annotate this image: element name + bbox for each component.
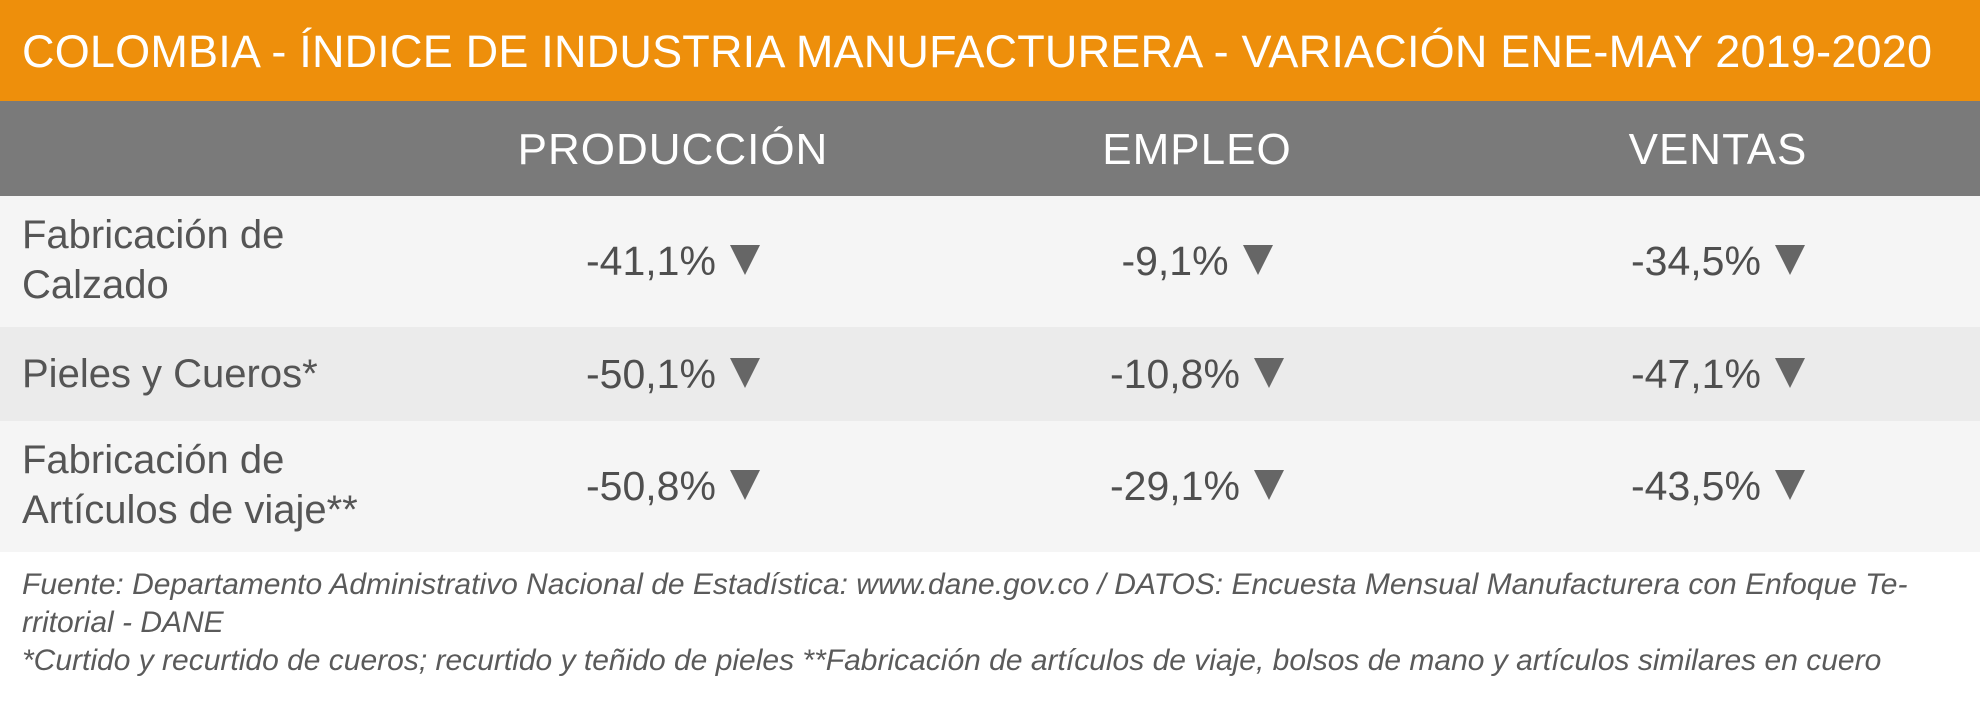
table-row: Fabricación de Artículos de viaje** -50,…	[0, 421, 1980, 552]
cell-value: -34,5%	[1631, 238, 1761, 284]
cell-value: -10,8%	[1110, 351, 1240, 397]
footnote-definitions: *Curtido y recurtido de cueros; recurtid…	[22, 644, 1882, 677]
cell-empleo: -9,1%	[977, 236, 1417, 286]
row-label: Fabricación de Artículos de viaje**	[22, 435, 442, 535]
source-footnote: Fuente: Departamento Administrativo Naci…	[22, 566, 1962, 680]
title-bar: COLOMBIA - ÍNDICE DE INDUSTRIA MANUFACTU…	[0, 0, 1980, 101]
down-triangle-icon	[1253, 470, 1284, 501]
cell-ventas: -43,5%	[1498, 461, 1938, 511]
cell-empleo: -29,1%	[977, 461, 1417, 511]
row-label: Pieles y Cueros*	[22, 349, 442, 399]
down-triangle-icon	[729, 470, 760, 501]
down-triangle-icon	[1253, 358, 1284, 389]
column-header-row: PRODUCCIÓN EMPLEO VENTAS	[0, 101, 1980, 196]
column-header-produccion: PRODUCCIÓN	[517, 125, 829, 174]
cell-empleo: -10,8%	[977, 349, 1417, 399]
cell-value: -29,1%	[1110, 463, 1240, 509]
cell-produccion: -41,1%	[453, 236, 893, 286]
table-title: COLOMBIA - ÍNDICE DE INDUSTRIA MANUFACTU…	[22, 26, 1933, 77]
row-label-line: Calzado	[22, 263, 169, 307]
cell-value: -47,1%	[1631, 351, 1761, 397]
cell-value: -41,1%	[586, 238, 716, 284]
row-label-line: Fabricación de	[22, 438, 285, 482]
cell-produccion: -50,1%	[453, 349, 893, 399]
row-label: Fabricación de Calzado	[22, 210, 442, 310]
cell-value: -43,5%	[1631, 463, 1761, 509]
cell-value: -9,1%	[1121, 238, 1229, 284]
table-row: Pieles y Cueros* -50,1% -10,8% -47,1%	[0, 327, 1980, 421]
cell-value: -50,8%	[586, 463, 716, 509]
down-triangle-icon	[1774, 245, 1805, 276]
cell-ventas: -47,1%	[1498, 349, 1938, 399]
source-line: Fuente: Departamento Administrativo Naci…	[22, 568, 1908, 601]
down-triangle-icon	[729, 358, 760, 389]
source-line: rritorial - DANE	[22, 606, 224, 639]
table-row: Fabricación de Calzado -41,1% -9,1% -34,…	[0, 196, 1980, 327]
down-triangle-icon	[1242, 245, 1273, 276]
cell-ventas: -34,5%	[1498, 236, 1938, 286]
cell-produccion: -50,8%	[453, 461, 893, 511]
down-triangle-icon	[729, 245, 760, 276]
row-label-line: Fabricación de	[22, 213, 285, 257]
cell-value: -50,1%	[586, 351, 716, 397]
column-header-empleo: EMPLEO	[1102, 125, 1292, 174]
row-label-line: Pieles y Cueros*	[22, 352, 318, 396]
row-label-line: Artículos de viaje**	[22, 488, 358, 532]
down-triangle-icon	[1774, 470, 1805, 501]
column-header-ventas: VENTAS	[1628, 125, 1808, 174]
down-triangle-icon	[1774, 358, 1805, 389]
